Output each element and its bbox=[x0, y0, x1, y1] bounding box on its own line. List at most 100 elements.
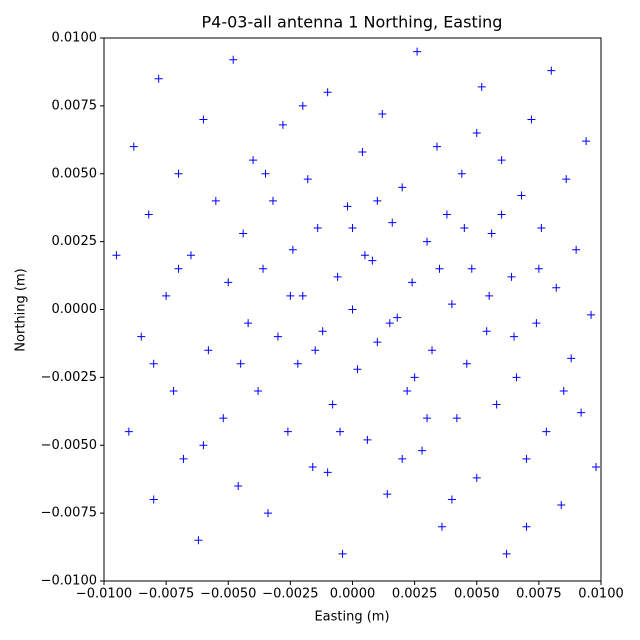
point bbox=[462, 359, 471, 368]
x-tick-label: −0.0050 bbox=[200, 587, 256, 602]
point bbox=[211, 196, 220, 205]
point bbox=[288, 245, 297, 254]
point bbox=[452, 414, 461, 423]
point bbox=[537, 224, 546, 233]
point bbox=[229, 55, 238, 64]
point bbox=[472, 473, 481, 482]
x-tick-label: 0.0025 bbox=[392, 587, 438, 602]
point bbox=[383, 490, 392, 499]
point bbox=[423, 414, 432, 423]
point bbox=[592, 462, 601, 471]
point bbox=[124, 427, 133, 436]
point bbox=[428, 346, 437, 355]
point bbox=[522, 522, 531, 531]
point bbox=[162, 291, 171, 300]
point bbox=[278, 120, 287, 129]
point bbox=[522, 454, 531, 463]
y-tick-label: 0.0100 bbox=[52, 31, 98, 46]
point bbox=[234, 481, 243, 490]
point bbox=[204, 346, 213, 355]
point bbox=[313, 224, 322, 233]
y-tick-label: −0.0075 bbox=[41, 506, 97, 521]
point bbox=[398, 454, 407, 463]
point bbox=[552, 283, 561, 292]
point bbox=[268, 196, 277, 205]
point bbox=[373, 338, 382, 347]
point bbox=[467, 264, 476, 273]
point bbox=[273, 332, 282, 341]
point bbox=[547, 66, 556, 75]
point bbox=[398, 183, 407, 192]
point bbox=[174, 264, 183, 273]
point bbox=[298, 291, 307, 300]
point bbox=[311, 346, 320, 355]
point bbox=[517, 191, 526, 200]
point bbox=[388, 218, 397, 227]
point bbox=[512, 373, 521, 382]
point bbox=[472, 129, 481, 138]
point bbox=[174, 169, 183, 178]
point bbox=[510, 332, 519, 341]
point bbox=[502, 549, 511, 558]
point bbox=[534, 264, 543, 273]
point bbox=[373, 196, 382, 205]
point bbox=[298, 101, 307, 110]
point bbox=[582, 137, 591, 146]
point bbox=[435, 264, 444, 273]
point bbox=[577, 408, 586, 417]
point bbox=[567, 354, 576, 363]
point bbox=[557, 500, 566, 509]
point bbox=[169, 386, 178, 395]
point bbox=[179, 454, 188, 463]
point bbox=[482, 327, 491, 336]
point bbox=[348, 224, 357, 233]
y-tick-label: 0.0025 bbox=[52, 234, 98, 249]
point bbox=[129, 142, 138, 151]
y-tick-label: 0.0050 bbox=[52, 166, 98, 181]
x-tick-label: 0.0100 bbox=[578, 587, 624, 602]
point bbox=[283, 427, 292, 436]
y-tick-label: 0.0000 bbox=[52, 302, 98, 317]
y-tick-label: −0.0050 bbox=[41, 438, 97, 453]
point bbox=[432, 142, 441, 151]
point bbox=[259, 264, 268, 273]
point bbox=[303, 175, 312, 184]
point bbox=[249, 156, 258, 165]
point bbox=[572, 245, 581, 254]
point bbox=[343, 202, 352, 211]
x-tick-label: 0.0050 bbox=[454, 587, 500, 602]
point bbox=[224, 278, 233, 287]
point bbox=[264, 509, 273, 518]
point bbox=[408, 278, 417, 287]
point bbox=[447, 495, 456, 504]
point bbox=[261, 169, 270, 178]
point bbox=[254, 386, 263, 395]
point bbox=[318, 327, 327, 336]
point bbox=[363, 435, 372, 444]
point bbox=[485, 291, 494, 300]
point bbox=[410, 373, 419, 382]
point bbox=[507, 272, 516, 281]
y-tick-label: −0.0100 bbox=[41, 574, 97, 589]
point bbox=[358, 148, 367, 157]
point bbox=[194, 536, 203, 545]
y-tick-label: 0.0075 bbox=[52, 98, 98, 113]
point bbox=[447, 300, 456, 309]
point bbox=[437, 522, 446, 531]
point bbox=[492, 400, 501, 409]
point bbox=[403, 386, 412, 395]
point bbox=[393, 313, 402, 322]
x-tick-label: 0.0000 bbox=[330, 587, 376, 602]
point bbox=[244, 319, 253, 328]
point bbox=[112, 251, 121, 260]
point bbox=[338, 549, 347, 558]
point bbox=[587, 310, 596, 319]
point bbox=[353, 365, 362, 374]
point bbox=[336, 427, 345, 436]
point bbox=[308, 462, 317, 471]
x-tick-label: −0.0100 bbox=[76, 587, 132, 602]
point bbox=[542, 427, 551, 436]
point bbox=[186, 251, 195, 260]
